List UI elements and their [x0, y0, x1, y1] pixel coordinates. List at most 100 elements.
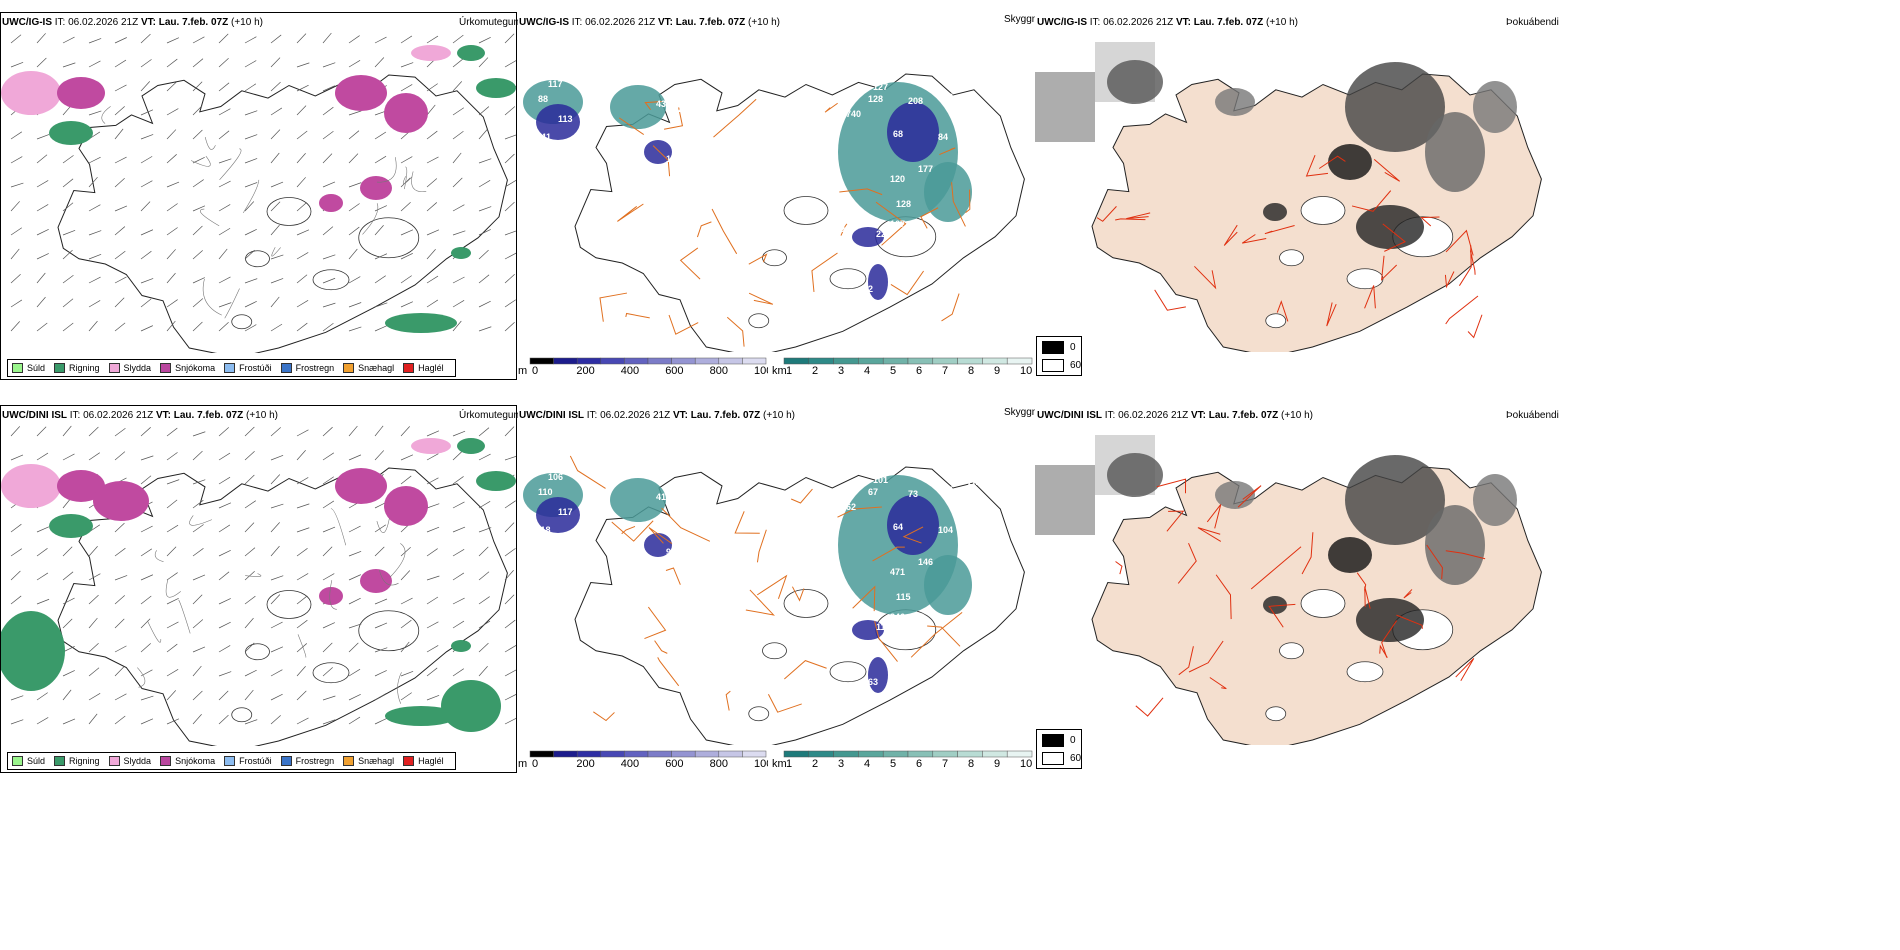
ceiling-colorbar: m0 200 400 600 800 1000: [518, 357, 768, 377]
glacier-outline: [358, 217, 420, 259]
fog-haze: [1035, 435, 1155, 535]
colorbar-segment: [907, 357, 934, 365]
ceiling-value-label: 146: [918, 557, 933, 567]
fog-map: [1035, 42, 1542, 352]
colorbar-segment: [742, 357, 767, 365]
legend-item: Rigning: [54, 756, 100, 766]
colorbar-segment: [1006, 750, 1033, 758]
legend-label: Frostregn: [295, 756, 335, 766]
legend-swatch: [224, 756, 236, 766]
colorbar-tick: 600: [665, 365, 683, 377]
precip-panel-title: Úrkomutegund: [459, 17, 525, 28]
ceiling-panel: 117 88 113 341 140 669 43 215 149 83 127 128 208 88 74…: [518, 12, 1034, 380]
legend-label: Slydda: [123, 756, 152, 766]
precip-type-panel: Súld Rigning Slydda Snjókoma Frostúði Frostre…: [0, 405, 517, 773]
colorbar-segment: [858, 750, 884, 758]
ceiling-value-label: 88: [538, 94, 548, 104]
colorbar-segment: [833, 357, 859, 365]
ceiling-value-label: 115: [896, 592, 911, 602]
fog-legend-swatch: [1042, 734, 1064, 747]
glacier-outline: [358, 610, 420, 652]
legend-item: Snjókoma: [160, 363, 215, 373]
colorbar-segment: [671, 750, 696, 758]
ceiling-value-label: 698: [606, 457, 621, 467]
fog-legend-item: 60: [1042, 752, 1081, 765]
precip-map: [1, 425, 516, 746]
glacier-outline: [1346, 661, 1384, 683]
fog-legend-label: 0: [1070, 342, 1076, 353]
ceiling-value-label: 65: [943, 485, 953, 495]
ceiling-value-label: 64: [893, 522, 903, 532]
glacier-outline: [1300, 196, 1346, 225]
fog-legend-item: 0: [1042, 341, 1076, 354]
colorbar-tick: 800: [710, 758, 728, 770]
colorbar-tick: 0: [532, 365, 538, 377]
ceiling-value-label: 83: [853, 54, 863, 64]
fog-legend: 0 60: [1036, 729, 1082, 769]
ceiling-value-label: 669: [588, 92, 603, 102]
legend-item: Snæhagl: [343, 363, 394, 373]
ceiling-value-label: 109: [830, 224, 845, 234]
legend-swatch: [108, 363, 120, 373]
fog-index-areas: [1107, 60, 1517, 249]
colorbar-tick: 200: [576, 365, 594, 377]
fog-panel-title: Þokuábendi: [1506, 410, 1559, 421]
road-network: [569, 455, 963, 722]
fog-legend-swatch: [1042, 359, 1064, 372]
colorbar-segment: [553, 750, 578, 758]
legend-swatch: [343, 363, 355, 373]
glacier-outline: [1346, 268, 1384, 290]
ceiling-value-label: 110: [538, 487, 553, 497]
cloud-ceiling-areas: [523, 80, 972, 300]
road-network: [599, 98, 971, 347]
ceiling-value-label: 140: [606, 64, 621, 74]
ceiling-value-label: 120: [890, 174, 905, 184]
colorbar-tick: 400: [621, 758, 639, 770]
colorbar-segment: [647, 357, 672, 365]
ceiling-value-label: 84: [938, 132, 948, 142]
colorbar-tick: 1: [786, 365, 792, 377]
ceiling-value-label: 82: [863, 284, 873, 294]
glacier-outline: [245, 250, 270, 268]
colorbar-tick: 8: [968, 758, 974, 770]
colorbar-segment: [882, 357, 909, 365]
colorbar-tick: 200: [576, 758, 594, 770]
ceiling-value-label: 341: [536, 132, 551, 142]
legend-label: Súld: [27, 756, 46, 766]
road-network: [1096, 154, 1483, 339]
colorbar-unit: km: [772, 758, 787, 770]
ceiling-value-label: 217: [678, 497, 693, 507]
colorbar-segment: [529, 750, 554, 758]
colorbar-segment: [783, 750, 810, 758]
precip-areas: [1, 45, 516, 333]
ceiling-value-label: 740: [846, 109, 861, 119]
colorbar-segment: [576, 750, 602, 758]
legend-label: Snjókoma: [175, 756, 216, 766]
legend-item: Frostregn: [280, 756, 335, 766]
colorbar-tick: 8: [968, 365, 974, 377]
ceiling-value-label: 128: [868, 94, 883, 104]
colorbar-segment: [957, 357, 983, 365]
colorbar-tick: 5: [890, 365, 896, 377]
colorbar-segment: [1006, 357, 1033, 365]
ceiling-value-label: 118: [536, 525, 551, 535]
fog-header: UWC/DINI ISL IT: 06.02.2026 21Z VT: Lau.…: [1037, 410, 1313, 421]
colorbar-segment: [982, 750, 1008, 758]
legend-label: Snjókoma: [175, 363, 216, 373]
legend-label: Frostúði: [239, 363, 272, 373]
glacier-outline: [1300, 589, 1346, 618]
ceiling-value-label: 67: [868, 487, 878, 497]
glacier-outline: [231, 314, 253, 330]
legend-swatch: [280, 756, 292, 766]
fog-legend-swatch: [1042, 341, 1064, 354]
ceiling-panel-title: Skyggni: [1004, 407, 1040, 418]
ceiling-value-label: 117: [548, 79, 563, 89]
ceiling-value-label: 128: [896, 199, 911, 209]
legend-item: Snæhagl: [343, 756, 394, 766]
colorbar-tick: 6: [916, 758, 922, 770]
road-network: [1115, 478, 1486, 717]
legend-swatch: [403, 756, 415, 766]
ceiling-value-label: 100: [903, 224, 918, 234]
colorbar-segment: [982, 357, 1008, 365]
precip-header: UWC/IG-IS IT: 06.02.2026 21Z VT: Lau. 7.…: [2, 17, 263, 28]
